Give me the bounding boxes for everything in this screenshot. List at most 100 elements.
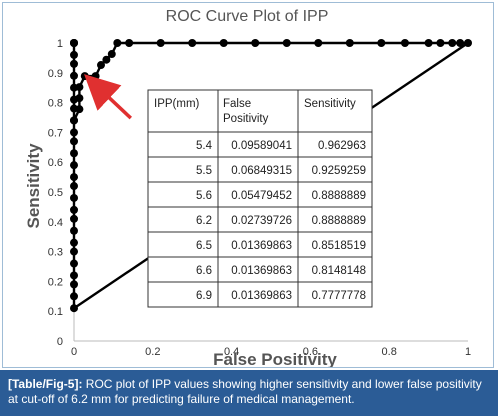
table-cell: 0.7777778 <box>312 290 366 302</box>
data-point <box>70 214 78 223</box>
table-border <box>147 89 373 308</box>
data-point <box>251 39 260 47</box>
y-tick-label: 0.5 <box>48 187 63 199</box>
data-point <box>345 39 354 47</box>
data-point <box>70 193 78 202</box>
data-points <box>70 39 472 313</box>
x-tick-label: 1 <box>465 346 471 358</box>
table-cell: 0.06849315 <box>231 165 292 177</box>
data-point <box>70 259 78 268</box>
data-point <box>70 161 78 170</box>
arrow-annotation <box>84 74 132 120</box>
table-header-line: False <box>223 98 251 110</box>
data-point <box>219 39 228 47</box>
x-axis-label: False Positivity <box>213 350 337 367</box>
data-point <box>75 83 84 92</box>
data-point <box>70 238 78 247</box>
data-table: IPP(mm) False Positivity Sensitivity 5.4 0.09… <box>147 89 373 308</box>
table-cell: 0.09589041 <box>231 140 292 152</box>
data-point <box>70 292 78 301</box>
data-point <box>75 94 84 103</box>
data-point <box>436 39 445 47</box>
axes: 0 0.2 0.4 0.6 0.8 1 0 0.1 0.2 0.3 0.4 0.5 0.6 0.7 0.8 0… <box>48 38 471 358</box>
y-tick-label: 0.1 <box>48 306 63 318</box>
table-cell: 0.05479452 <box>231 190 292 202</box>
table-cell: 0.8518519 <box>312 240 366 252</box>
table-cell: 0.9259259 <box>312 165 366 177</box>
data-point <box>70 226 78 235</box>
y-tick-label: 1 <box>57 38 63 50</box>
chart-frame: ROC Curve Plot of IPP 0 0.2 0.4 0.6 0.8 1 0 0.1… <box>2 2 494 368</box>
data-point <box>424 39 433 47</box>
y-tick-label: 0.8 <box>48 98 63 110</box>
data-point <box>400 39 409 47</box>
table-cell: 0.8888889 <box>312 215 366 227</box>
x-tick-label: 0.6 <box>303 346 318 358</box>
table-cell: 6.5 <box>196 240 212 252</box>
table-cell: 0.01369863 <box>231 290 292 302</box>
table-cell: 5.6 <box>196 190 212 202</box>
table-cell: 5.4 <box>196 140 213 152</box>
table-cell: 0.01369863 <box>231 240 292 252</box>
data-point <box>70 59 78 68</box>
data-point <box>70 128 78 137</box>
table-cell: 6.9 <box>196 290 212 302</box>
y-tick-label: 0.6 <box>48 157 63 169</box>
table-cell: 0.01369863 <box>231 265 292 277</box>
table-cell: 0.962963 <box>318 140 366 152</box>
y-tick-label: 0.7 <box>48 127 63 139</box>
roc-chart: ROC Curve Plot of IPP 0 0.2 0.4 0.6 0.8 1 0 0.1… <box>24 8 472 367</box>
table-cell: 0.02739726 <box>231 215 292 227</box>
data-point <box>314 39 323 47</box>
data-point <box>91 72 100 81</box>
data-point <box>156 39 165 47</box>
table-cell: 0.8148148 <box>312 265 366 277</box>
data-point <box>282 39 291 47</box>
data-point <box>70 280 78 289</box>
figure-caption: [Table/Fig-5]: ROC plot of IPP values sh… <box>0 370 498 416</box>
chart-title: ROC Curve Plot of IPP <box>166 8 329 25</box>
table-header-line: Positivity <box>223 113 269 125</box>
table-cell: 6.6 <box>196 265 212 277</box>
x-tick-label: 0.8 <box>382 346 397 358</box>
table-cell: 0.8888889 <box>312 190 366 202</box>
caption-text: ROC plot of IPP values showing higher se… <box>8 377 482 406</box>
data-point <box>70 71 78 80</box>
data-point <box>70 271 78 280</box>
table-header-cell: IPP(mm) <box>154 98 200 110</box>
data-point <box>70 137 78 146</box>
x-tick-label: 0.4 <box>224 346 239 358</box>
data-point <box>70 149 78 158</box>
data-point <box>448 39 457 47</box>
data-point <box>80 72 89 81</box>
data-point <box>75 105 84 114</box>
data-point <box>70 50 78 59</box>
data-point <box>70 182 78 191</box>
table-cell: 6.2 <box>196 215 212 227</box>
data-point <box>377 39 386 47</box>
data-point <box>70 205 78 214</box>
data-point <box>96 61 105 70</box>
y-axis-label: Sensitivity <box>24 143 43 229</box>
data-point <box>464 39 472 47</box>
caption-label: [Table/Fig-5]: <box>8 377 83 391</box>
y-tick-label: 0.4 <box>48 217 63 229</box>
annotation-layer <box>84 74 132 120</box>
data-point <box>70 173 78 182</box>
data-point <box>113 39 122 47</box>
data-point <box>125 39 134 47</box>
data-point <box>188 39 197 47</box>
x-tick-label: 0 <box>71 346 77 358</box>
y-tick-label: 0.9 <box>48 68 63 80</box>
table-header-cell: Sensitivity <box>304 98 356 110</box>
y-tick-label: 0.3 <box>48 247 63 259</box>
table-cell: 5.5 <box>196 165 212 177</box>
y-tick-label: 0.2 <box>48 276 63 288</box>
y-tick-label: 0 <box>57 336 63 348</box>
data-point <box>102 55 111 64</box>
data-point <box>70 116 78 125</box>
data-point <box>70 304 78 313</box>
data-point <box>70 39 78 47</box>
data-point <box>107 50 116 59</box>
